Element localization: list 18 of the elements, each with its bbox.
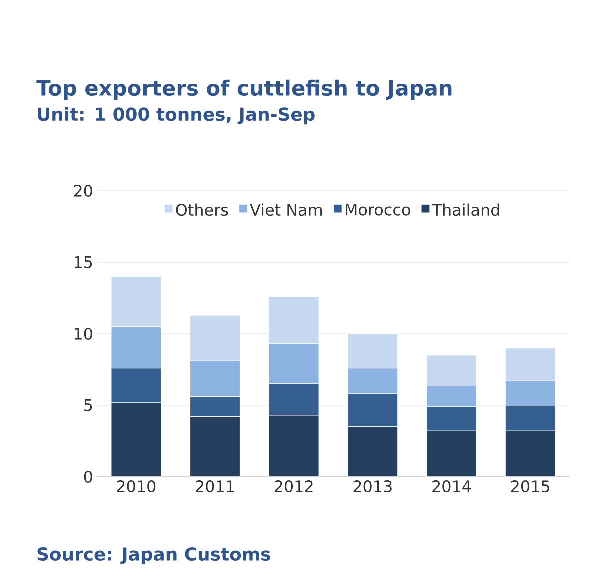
x-tick-label: 2015 xyxy=(511,480,550,493)
x-tick-label: 2014 xyxy=(432,480,472,493)
legend-label: Morocco xyxy=(346,204,410,216)
y-tick-label: 15 xyxy=(74,256,92,268)
source-note: Source: Japan Customs xyxy=(38,547,270,565)
legend-label: Thailand xyxy=(432,204,500,216)
legend-label: Viet Nam xyxy=(250,204,322,216)
x-tick-label: 2011 xyxy=(196,480,234,493)
chart-subtitle: Unit: 1 000 tonnes, Jan-Sep xyxy=(38,107,315,125)
chart-title: Top exporters of cuttlefish to Japan xyxy=(36,80,452,100)
y-tick-label: 20 xyxy=(74,184,92,198)
legend-label: Others xyxy=(176,204,228,216)
x-tick-label: 2010 xyxy=(117,480,156,493)
y-tick-label: 0 xyxy=(84,470,92,484)
y-tick-label: 5 xyxy=(84,400,92,412)
x-tick-label: 2013 xyxy=(354,480,392,493)
y-tick-label: 10 xyxy=(74,328,92,340)
x-tick-label: 2012 xyxy=(274,480,313,493)
